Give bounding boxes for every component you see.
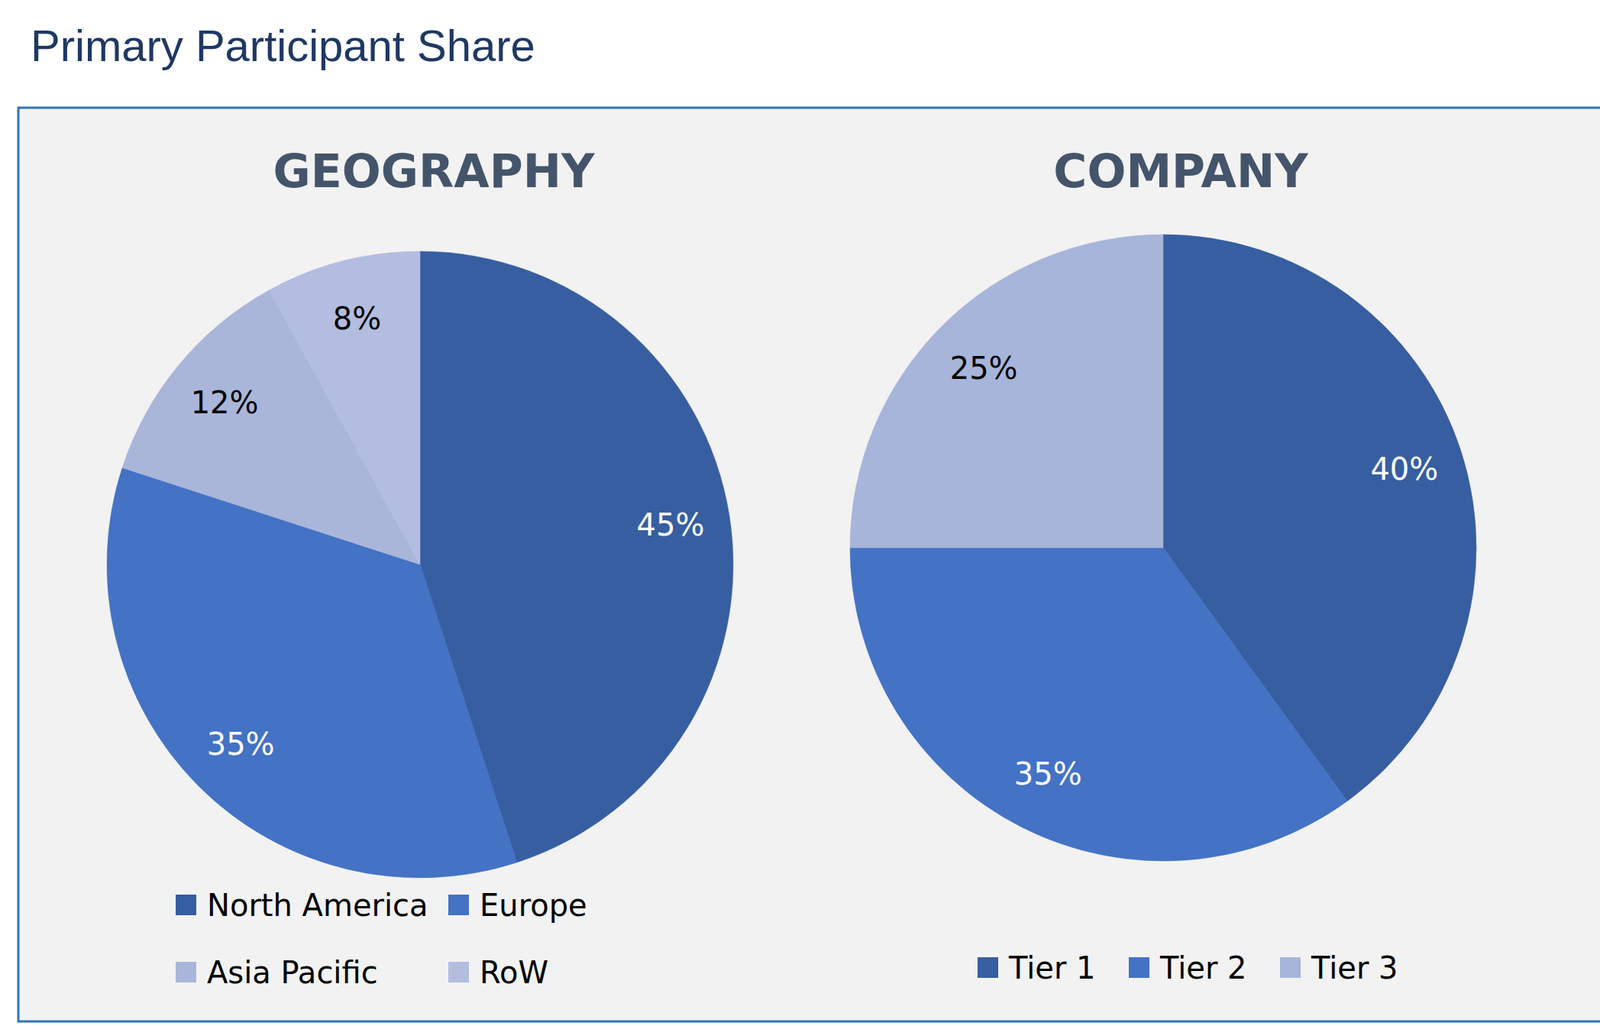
legend: North America Europe Asia Pacific RoW [175, 887, 588, 990]
legend-label: Europe [479, 887, 588, 923]
legend-swatch [448, 894, 469, 915]
legend-swatch [448, 961, 469, 983]
legend-swatch [977, 956, 999, 978]
legend: Tier 1 Tier 2 Tier 3 [977, 950, 1399, 986]
pie [106, 251, 734, 878]
legend-item: Europe [448, 887, 588, 923]
legend-swatch [175, 961, 197, 983]
page-title: Primary Participant Share [30, 20, 536, 71]
pie-slice [850, 234, 1164, 548]
chart: COMPANY 40% 35% 25% Tier 1 Tier 2 Tier 3 [850, 144, 1477, 986]
data-label: 35% [1014, 756, 1083, 792]
legend-swatch [1128, 956, 1150, 978]
legend-item: RoW [448, 954, 549, 990]
data-label: 8% [332, 300, 382, 337]
legend-label: RoW [479, 954, 549, 990]
legend-item: Asia Pacific [175, 954, 379, 990]
legend-swatch [175, 894, 197, 915]
chart-title: COMPANY [1053, 144, 1310, 198]
legend-item: Tier 3 [1280, 950, 1399, 986]
data-label: 40% [1370, 451, 1439, 487]
data-label: 35% [206, 726, 275, 762]
legend-label: Tier 3 [1310, 950, 1399, 986]
legend-item: Tier 1 [977, 950, 1096, 986]
pie [850, 234, 1477, 861]
legend-label: Tier 2 [1159, 950, 1248, 986]
chart: GEOGRAPHY 45% 35% 12% 8% North America Europe A… [106, 144, 734, 990]
legend-label: Asia Pacific [206, 954, 379, 990]
legend-label: North America [206, 887, 429, 923]
data-label: 45% [636, 507, 705, 543]
legend-swatch [1280, 956, 1301, 978]
data-labels: 45% 35% 12% 8% [190, 300, 705, 761]
data-label: 12% [190, 384, 259, 421]
chart-canvas: Primary Participant Share GEOGRAPHY 45% 35%… [0, 0, 1600, 1026]
pie-slice [268, 251, 421, 565]
data-labels: 40% 35% 25% [950, 350, 1439, 792]
chart-title: GEOGRAPHY [273, 144, 596, 198]
legend-label: Tier 1 [1008, 950, 1096, 986]
panel [18, 107, 1600, 1022]
legend-item: Tier 2 [1128, 950, 1248, 986]
pie-slice [850, 547, 1348, 861]
legend-item: North America [175, 887, 429, 923]
data-label: 25% [950, 350, 1019, 386]
